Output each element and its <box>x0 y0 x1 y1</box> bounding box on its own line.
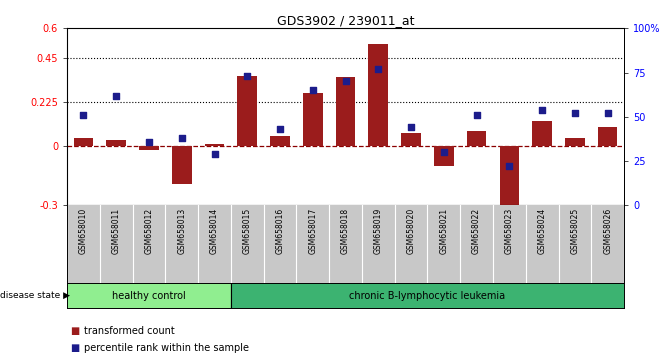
Text: GSM658017: GSM658017 <box>308 208 317 254</box>
Point <box>373 66 384 72</box>
Bar <box>139 146 159 150</box>
Text: healthy control: healthy control <box>112 291 186 301</box>
Text: GSM658011: GSM658011 <box>112 208 121 254</box>
Text: GSM658018: GSM658018 <box>341 208 350 254</box>
Bar <box>401 132 421 146</box>
Bar <box>74 138 93 146</box>
Text: GSM658014: GSM658014 <box>210 208 219 254</box>
Text: GSM658022: GSM658022 <box>472 208 481 254</box>
Point <box>242 73 253 79</box>
Point <box>504 164 515 169</box>
Bar <box>107 141 126 146</box>
Bar <box>368 44 388 146</box>
Point <box>537 107 548 113</box>
Text: ■: ■ <box>70 326 80 336</box>
Text: GSM658020: GSM658020 <box>407 208 415 254</box>
Bar <box>336 78 356 146</box>
Bar <box>205 144 224 146</box>
Bar <box>598 127 617 146</box>
Text: GSM658026: GSM658026 <box>603 208 612 254</box>
Point <box>438 149 449 155</box>
Bar <box>270 137 290 146</box>
Point <box>176 135 187 141</box>
Text: GSM658025: GSM658025 <box>570 208 579 254</box>
Point <box>307 87 318 93</box>
Title: GDS3902 / 239011_at: GDS3902 / 239011_at <box>277 14 414 27</box>
Bar <box>532 121 552 146</box>
Bar <box>172 146 192 184</box>
Point <box>111 93 121 98</box>
Point <box>144 139 154 144</box>
Point <box>274 126 285 132</box>
Text: disease state ▶: disease state ▶ <box>0 291 70 300</box>
Bar <box>231 283 624 308</box>
Point <box>603 110 613 116</box>
Bar <box>565 138 584 146</box>
Text: GSM658024: GSM658024 <box>537 208 547 254</box>
Bar <box>303 93 323 146</box>
Point <box>471 112 482 118</box>
Bar <box>434 146 454 166</box>
Text: percentile rank within the sample: percentile rank within the sample <box>84 343 249 353</box>
Point <box>78 112 89 118</box>
Point <box>340 79 351 84</box>
Point <box>406 125 417 130</box>
Bar <box>499 146 519 209</box>
Bar <box>467 131 486 146</box>
Point <box>209 151 220 157</box>
Text: GSM658015: GSM658015 <box>243 208 252 254</box>
Text: ■: ■ <box>70 343 80 353</box>
Text: transformed count: transformed count <box>84 326 174 336</box>
Point <box>570 110 580 116</box>
Text: GSM658023: GSM658023 <box>505 208 514 254</box>
Bar <box>238 75 257 146</box>
Text: GSM658016: GSM658016 <box>276 208 285 254</box>
Text: GSM658010: GSM658010 <box>79 208 88 254</box>
Text: chronic B-lymphocytic leukemia: chronic B-lymphocytic leukemia <box>350 291 505 301</box>
Text: GSM658012: GSM658012 <box>144 208 154 254</box>
Text: GSM658021: GSM658021 <box>440 208 448 254</box>
Text: GSM658013: GSM658013 <box>177 208 187 254</box>
Text: GSM658019: GSM658019 <box>374 208 383 254</box>
